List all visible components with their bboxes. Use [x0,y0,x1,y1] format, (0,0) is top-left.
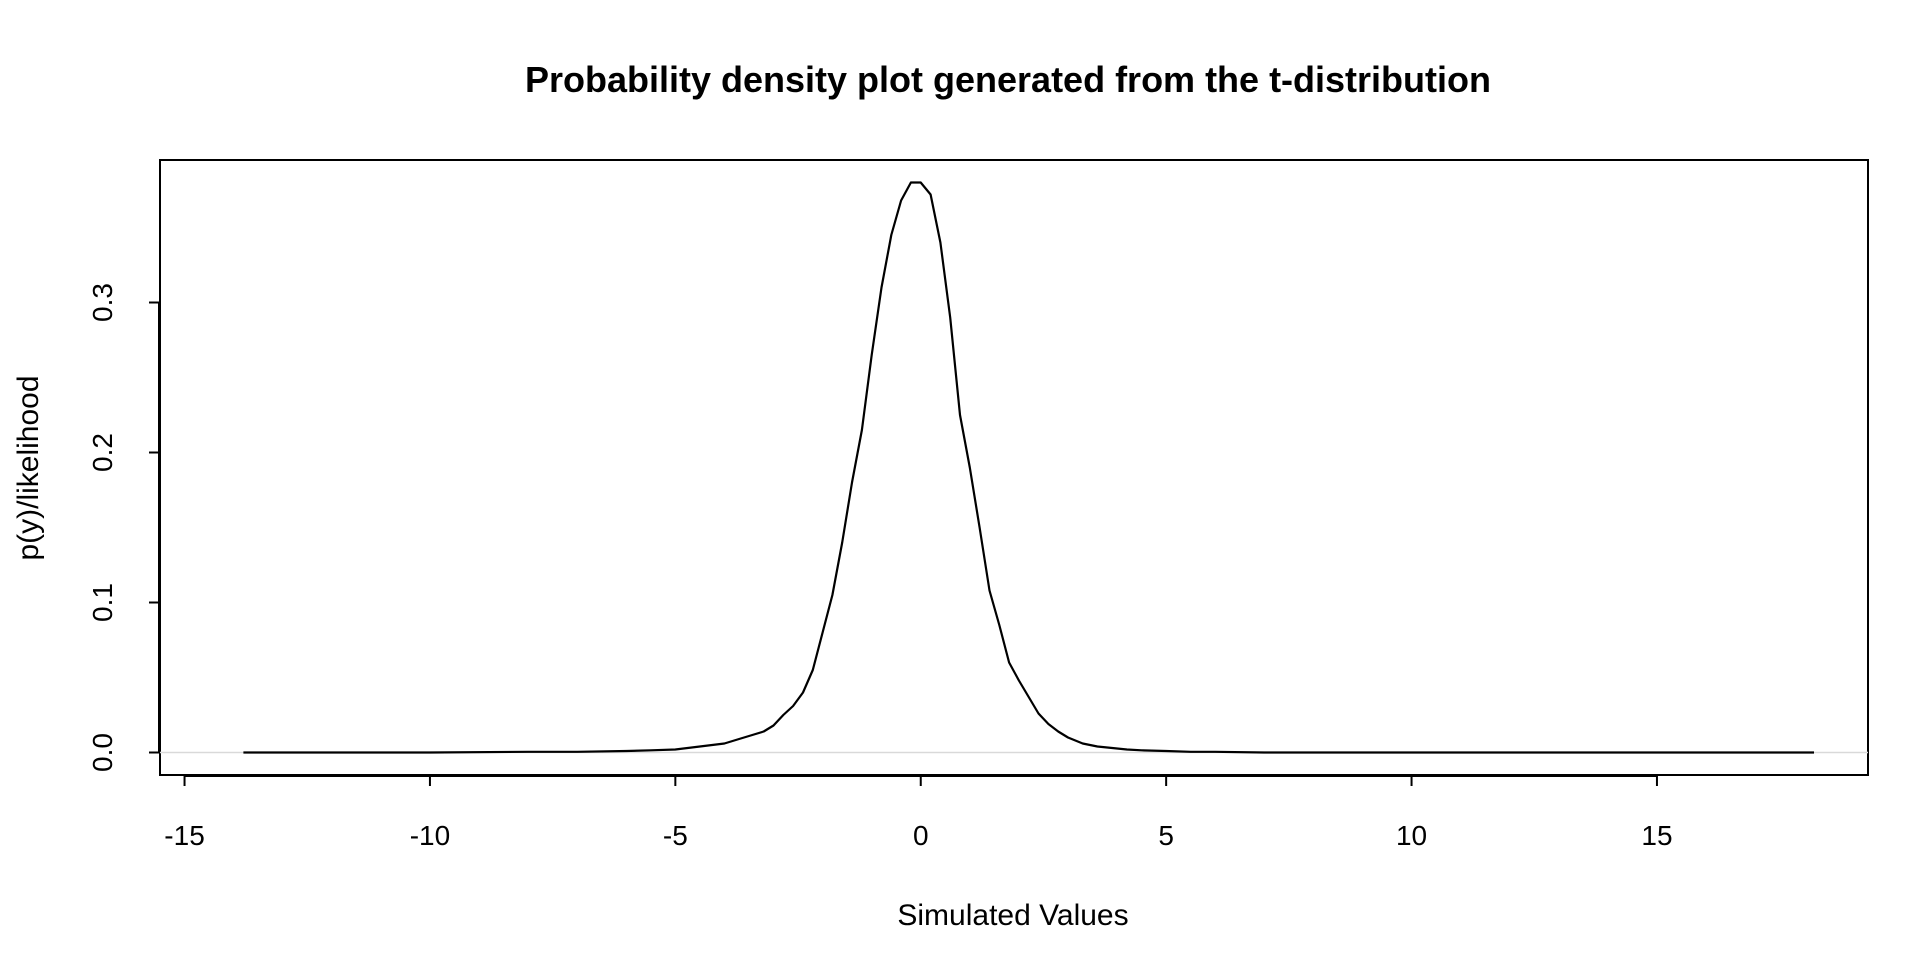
chart-title: Probability density plot generated from … [525,59,1491,100]
x-tick-label: -10 [410,820,450,851]
y-tick-label: 0.3 [87,283,118,322]
y-tick-label: 0.2 [87,433,118,472]
x-tick-label: 10 [1396,820,1427,851]
y-tick-label: 0.0 [87,733,118,772]
y-axis-label: p(y)/likelihood [12,375,45,560]
density-curve [243,181,1814,754]
x-tick-label: 5 [1158,820,1174,851]
x-axis-label: Simulated Values [897,899,1128,932]
y-axis: 0.0 0.1 0.2 0.3 [87,283,160,772]
x-axis: -15 -10 -5 0 5 10 15 [164,775,1673,851]
plot-frame [159,159,1869,776]
x-tick-label: -15 [164,820,204,851]
x-tick-label: -5 [663,820,688,851]
y-tick-label: 0.1 [87,583,118,622]
x-tick-label: 0 [913,820,929,851]
x-tick-label: 15 [1641,820,1672,851]
